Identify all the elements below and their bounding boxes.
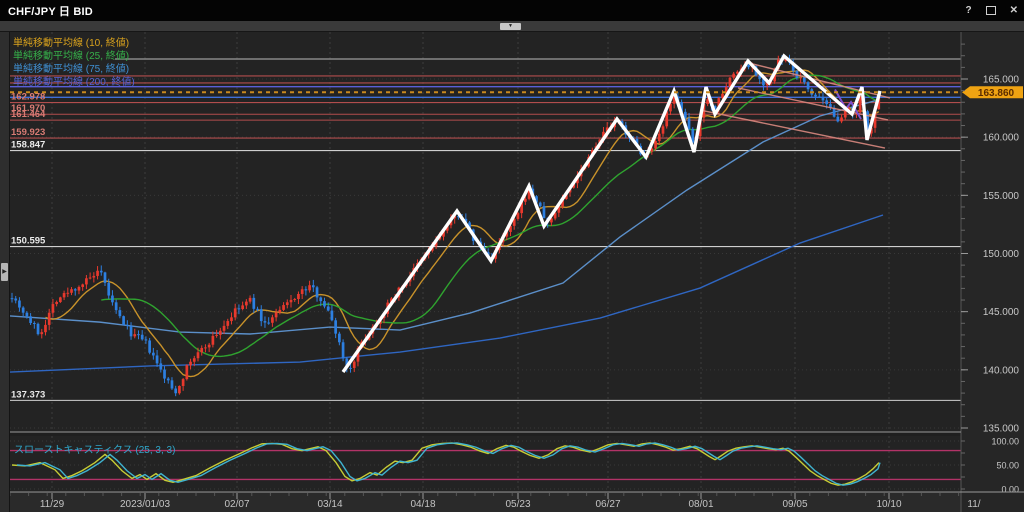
collapse-toolbar-button[interactable]: ▼	[500, 23, 521, 30]
x-axis-date-label: 03/14	[317, 499, 342, 510]
y-axis-label: 140.000	[983, 365, 1020, 376]
x-axis-date-label: 11/	[967, 499, 980, 510]
window-controls: ? ✕	[966, 0, 1019, 21]
price-level-label: 161.970	[11, 103, 45, 114]
x-axis-date-label: 2023/01/03	[120, 499, 170, 510]
x-axis-date-label: 06/27	[595, 499, 620, 510]
x-axis-date-label: 09/05	[782, 499, 807, 510]
x-axis-date-label: 04/18	[410, 499, 435, 510]
close-icon[interactable]: ✕	[1009, 5, 1018, 16]
y-axis-label: 145.000	[983, 307, 1020, 318]
stochastic-panel: スローストキャスティクス (25, 3, 3)	[10, 442, 961, 486]
title-bar: CHF/JPY 日 BID ? ✕	[0, 0, 1024, 21]
ma10-line	[45, 69, 880, 378]
legend-item: 単純移動平均線 (75, 終値)	[13, 62, 129, 75]
price-level-label: 137.373	[11, 389, 45, 400]
moving-average-lines	[9, 69, 884, 378]
trend-line	[744, 61, 891, 99]
y-axis-label: 155.000	[983, 191, 1020, 202]
expand-panel-button[interactable]: ▶	[1, 263, 8, 281]
current-price-badge	[962, 86, 1023, 99]
zigzag-annotation[interactable]	[341, 53, 882, 374]
stoch-axis-label: 0.00	[1001, 485, 1019, 495]
x-axis-date-label: 11/29	[40, 499, 65, 510]
x-axis-date-label: 02/07	[224, 499, 249, 510]
maximize-icon[interactable]	[985, 6, 996, 15]
legend-item: 単純移動平均線 (10, 終値)	[13, 36, 129, 49]
stochastic-d-line	[16, 442, 881, 486]
y-axis-label: 135.000	[983, 423, 1020, 434]
price-level-label: 161.464	[11, 109, 46, 120]
toolbar-strip: ▼	[0, 21, 1024, 32]
price-level-label: 158.847	[11, 140, 45, 151]
ma200-line	[9, 214, 884, 373]
y-axis-label: 150.000	[983, 249, 1020, 260]
trend-line	[699, 109, 886, 149]
x-axis-date-label: 08/01	[688, 499, 713, 510]
stoch-axis-label: 100.00	[991, 437, 1019, 447]
indicator-legend: 単純移動平均線 (10, 終値)単純移動平均線 (25, 終値)単純移動平均線 …	[13, 36, 135, 88]
x-axis-date-label: 10/10	[876, 499, 901, 510]
ma25-line	[101, 74, 880, 358]
stoch-axis-label: 50.00	[996, 461, 1019, 471]
left-panel-strip: ▶	[0, 32, 10, 512]
window-title: CHF/JPY 日 BID	[8, 5, 93, 18]
legend-item: 単純移動平均線 (25, 終値)	[13, 49, 129, 62]
stochastic-label: スローストキャスティクス (25, 3, 3)	[14, 444, 175, 456]
stochastic-k-line	[11, 442, 880, 486]
chart-backgrounds	[9, 31, 1024, 512]
grid-lines	[10, 32, 961, 491]
time-axis[interactable]: 11/29 2023/01/03 02/07 03/14 04/18 05/23 06/27…	[9, 431, 1024, 510]
price-level-label: 150.595	[11, 236, 46, 247]
x-axis-date-label: 05/23	[505, 499, 530, 510]
price-level-label: 159.923	[11, 127, 45, 138]
legend-item: 単純移動平均線 (200, 終値)	[13, 75, 135, 88]
current-price: 163.860	[10, 86, 1023, 99]
y-axis-label: 165.000	[983, 75, 1020, 86]
y-axis-label: 160.000	[983, 133, 1020, 144]
purple-annotation	[834, 88, 862, 120]
price-level-label: 162.978	[11, 92, 45, 103]
svg-text:163.860: 163.860	[978, 88, 1015, 99]
help-button[interactable]: ?	[965, 5, 972, 16]
